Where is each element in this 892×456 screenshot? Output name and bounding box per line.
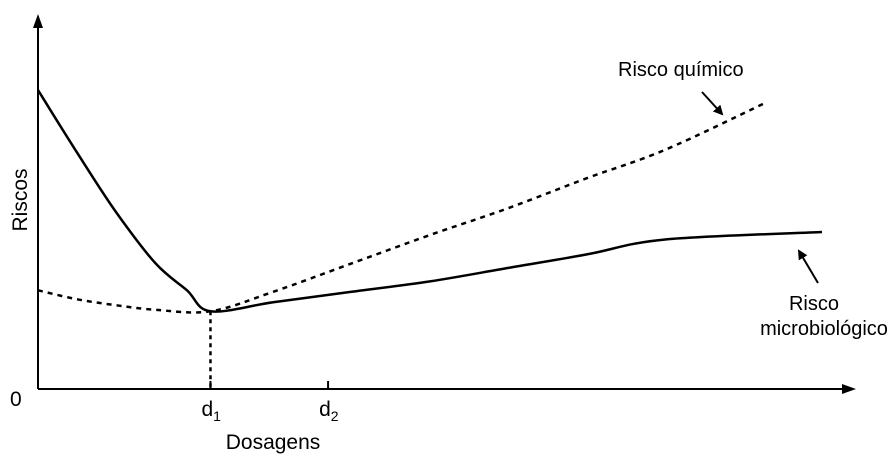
annotation-risco-micro-arrow [797, 249, 819, 284]
series-layer [36, 89, 823, 314]
x-axis-arrow-icon [842, 384, 856, 394]
y-axis-label: Riscos [9, 168, 32, 231]
x-tick-layer: d1 d2 [201, 381, 339, 424]
x-tick-label-1: d1 [201, 398, 221, 424]
y-axis-arrow-icon [33, 14, 43, 28]
annotation-risco-quimico: Risco químico [618, 59, 744, 81]
series-line-risco-quimico [37, 100, 768, 314]
x-tick-label-2: d2 [319, 398, 339, 424]
annotation-risco-quimico-arrow [701, 91, 724, 116]
annotation-risco-micro-line2: microbiológico [760, 318, 888, 340]
annotation-risco-micro-line1: Risco [789, 293, 839, 315]
origin-label: 0 [10, 388, 22, 411]
series-line-risco-microbiologico [36, 89, 823, 313]
x-axis-label: Dosagens [226, 431, 321, 454]
